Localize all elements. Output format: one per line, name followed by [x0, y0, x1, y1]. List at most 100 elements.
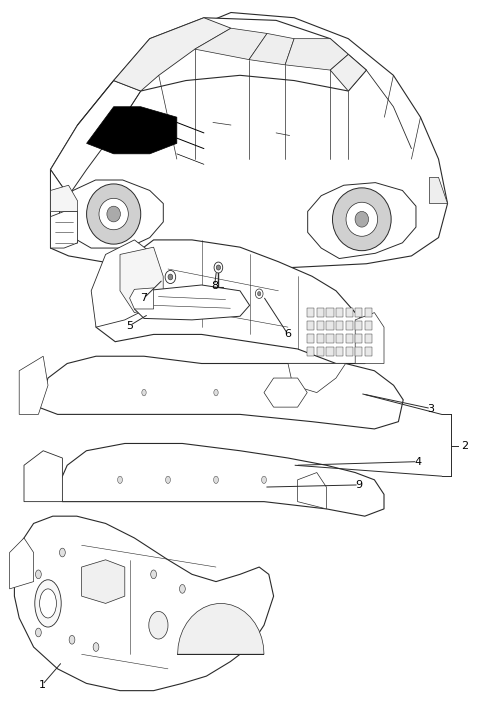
- Bar: [307, 347, 314, 356]
- Bar: [317, 334, 324, 343]
- Polygon shape: [285, 39, 348, 70]
- Ellipse shape: [168, 274, 173, 280]
- Polygon shape: [178, 603, 264, 654]
- Polygon shape: [82, 560, 125, 603]
- Text: 4: 4: [414, 457, 421, 467]
- Polygon shape: [14, 516, 274, 691]
- Bar: [307, 308, 314, 317]
- Text: 6: 6: [285, 329, 291, 340]
- Ellipse shape: [93, 643, 99, 651]
- Bar: [326, 308, 334, 317]
- Ellipse shape: [180, 585, 185, 593]
- Polygon shape: [430, 177, 447, 204]
- Text: 3: 3: [428, 403, 434, 414]
- Bar: [365, 308, 372, 317]
- Ellipse shape: [36, 628, 41, 637]
- Bar: [326, 347, 334, 356]
- Polygon shape: [249, 33, 294, 65]
- Bar: [336, 321, 343, 330]
- Polygon shape: [50, 12, 447, 269]
- Polygon shape: [120, 247, 163, 313]
- Text: 5: 5: [126, 321, 133, 331]
- Ellipse shape: [355, 212, 369, 227]
- Ellipse shape: [255, 289, 263, 299]
- Polygon shape: [24, 451, 62, 502]
- Polygon shape: [86, 107, 177, 154]
- Text: 8: 8: [211, 281, 218, 291]
- Polygon shape: [355, 313, 384, 364]
- Ellipse shape: [214, 262, 223, 273]
- Polygon shape: [136, 117, 163, 133]
- Polygon shape: [58, 443, 384, 516]
- Ellipse shape: [208, 614, 214, 622]
- Bar: [346, 308, 353, 317]
- Ellipse shape: [286, 390, 290, 395]
- Ellipse shape: [346, 202, 378, 236]
- Polygon shape: [10, 538, 34, 589]
- Bar: [346, 347, 353, 356]
- Bar: [346, 321, 353, 330]
- Bar: [365, 321, 372, 330]
- Polygon shape: [50, 169, 78, 248]
- Ellipse shape: [165, 270, 176, 284]
- Bar: [355, 334, 362, 343]
- Ellipse shape: [216, 265, 221, 270]
- Ellipse shape: [142, 390, 146, 395]
- Polygon shape: [19, 356, 48, 414]
- Ellipse shape: [333, 188, 391, 251]
- Polygon shape: [91, 240, 154, 327]
- Ellipse shape: [214, 390, 218, 395]
- Polygon shape: [60, 180, 163, 248]
- Polygon shape: [50, 185, 78, 212]
- Bar: [336, 308, 343, 317]
- Ellipse shape: [118, 476, 122, 483]
- Ellipse shape: [69, 635, 75, 644]
- Polygon shape: [134, 285, 250, 320]
- Polygon shape: [330, 55, 366, 91]
- Ellipse shape: [36, 570, 41, 579]
- Polygon shape: [50, 212, 78, 248]
- Polygon shape: [114, 17, 231, 91]
- Polygon shape: [38, 356, 403, 429]
- Ellipse shape: [149, 611, 168, 639]
- Bar: [317, 308, 324, 317]
- Polygon shape: [264, 378, 307, 407]
- Ellipse shape: [107, 206, 120, 222]
- Polygon shape: [114, 17, 366, 91]
- Ellipse shape: [35, 580, 61, 627]
- Bar: [355, 321, 362, 330]
- Polygon shape: [308, 182, 416, 259]
- Ellipse shape: [214, 476, 218, 483]
- Ellipse shape: [166, 476, 170, 483]
- Ellipse shape: [258, 292, 261, 296]
- Polygon shape: [195, 28, 267, 60]
- Text: 2: 2: [461, 441, 468, 451]
- Polygon shape: [50, 81, 141, 196]
- Bar: [326, 321, 334, 330]
- Polygon shape: [298, 473, 326, 509]
- Ellipse shape: [86, 184, 141, 244]
- Bar: [336, 334, 343, 343]
- Text: 1: 1: [39, 680, 46, 690]
- Polygon shape: [288, 364, 346, 393]
- Bar: [326, 334, 334, 343]
- Ellipse shape: [99, 198, 128, 230]
- Bar: [355, 308, 362, 317]
- Bar: [336, 347, 343, 356]
- Bar: [365, 334, 372, 343]
- Ellipse shape: [262, 476, 266, 483]
- Bar: [317, 347, 324, 356]
- Bar: [346, 334, 353, 343]
- Ellipse shape: [60, 548, 65, 557]
- Text: 9: 9: [356, 480, 362, 490]
- Bar: [307, 321, 314, 330]
- Ellipse shape: [151, 570, 156, 579]
- Polygon shape: [130, 288, 154, 309]
- Bar: [365, 347, 372, 356]
- Bar: [307, 334, 314, 343]
- Ellipse shape: [39, 589, 57, 618]
- Polygon shape: [96, 240, 374, 364]
- Bar: [317, 321, 324, 330]
- Bar: [355, 347, 362, 356]
- Text: 7: 7: [141, 293, 147, 303]
